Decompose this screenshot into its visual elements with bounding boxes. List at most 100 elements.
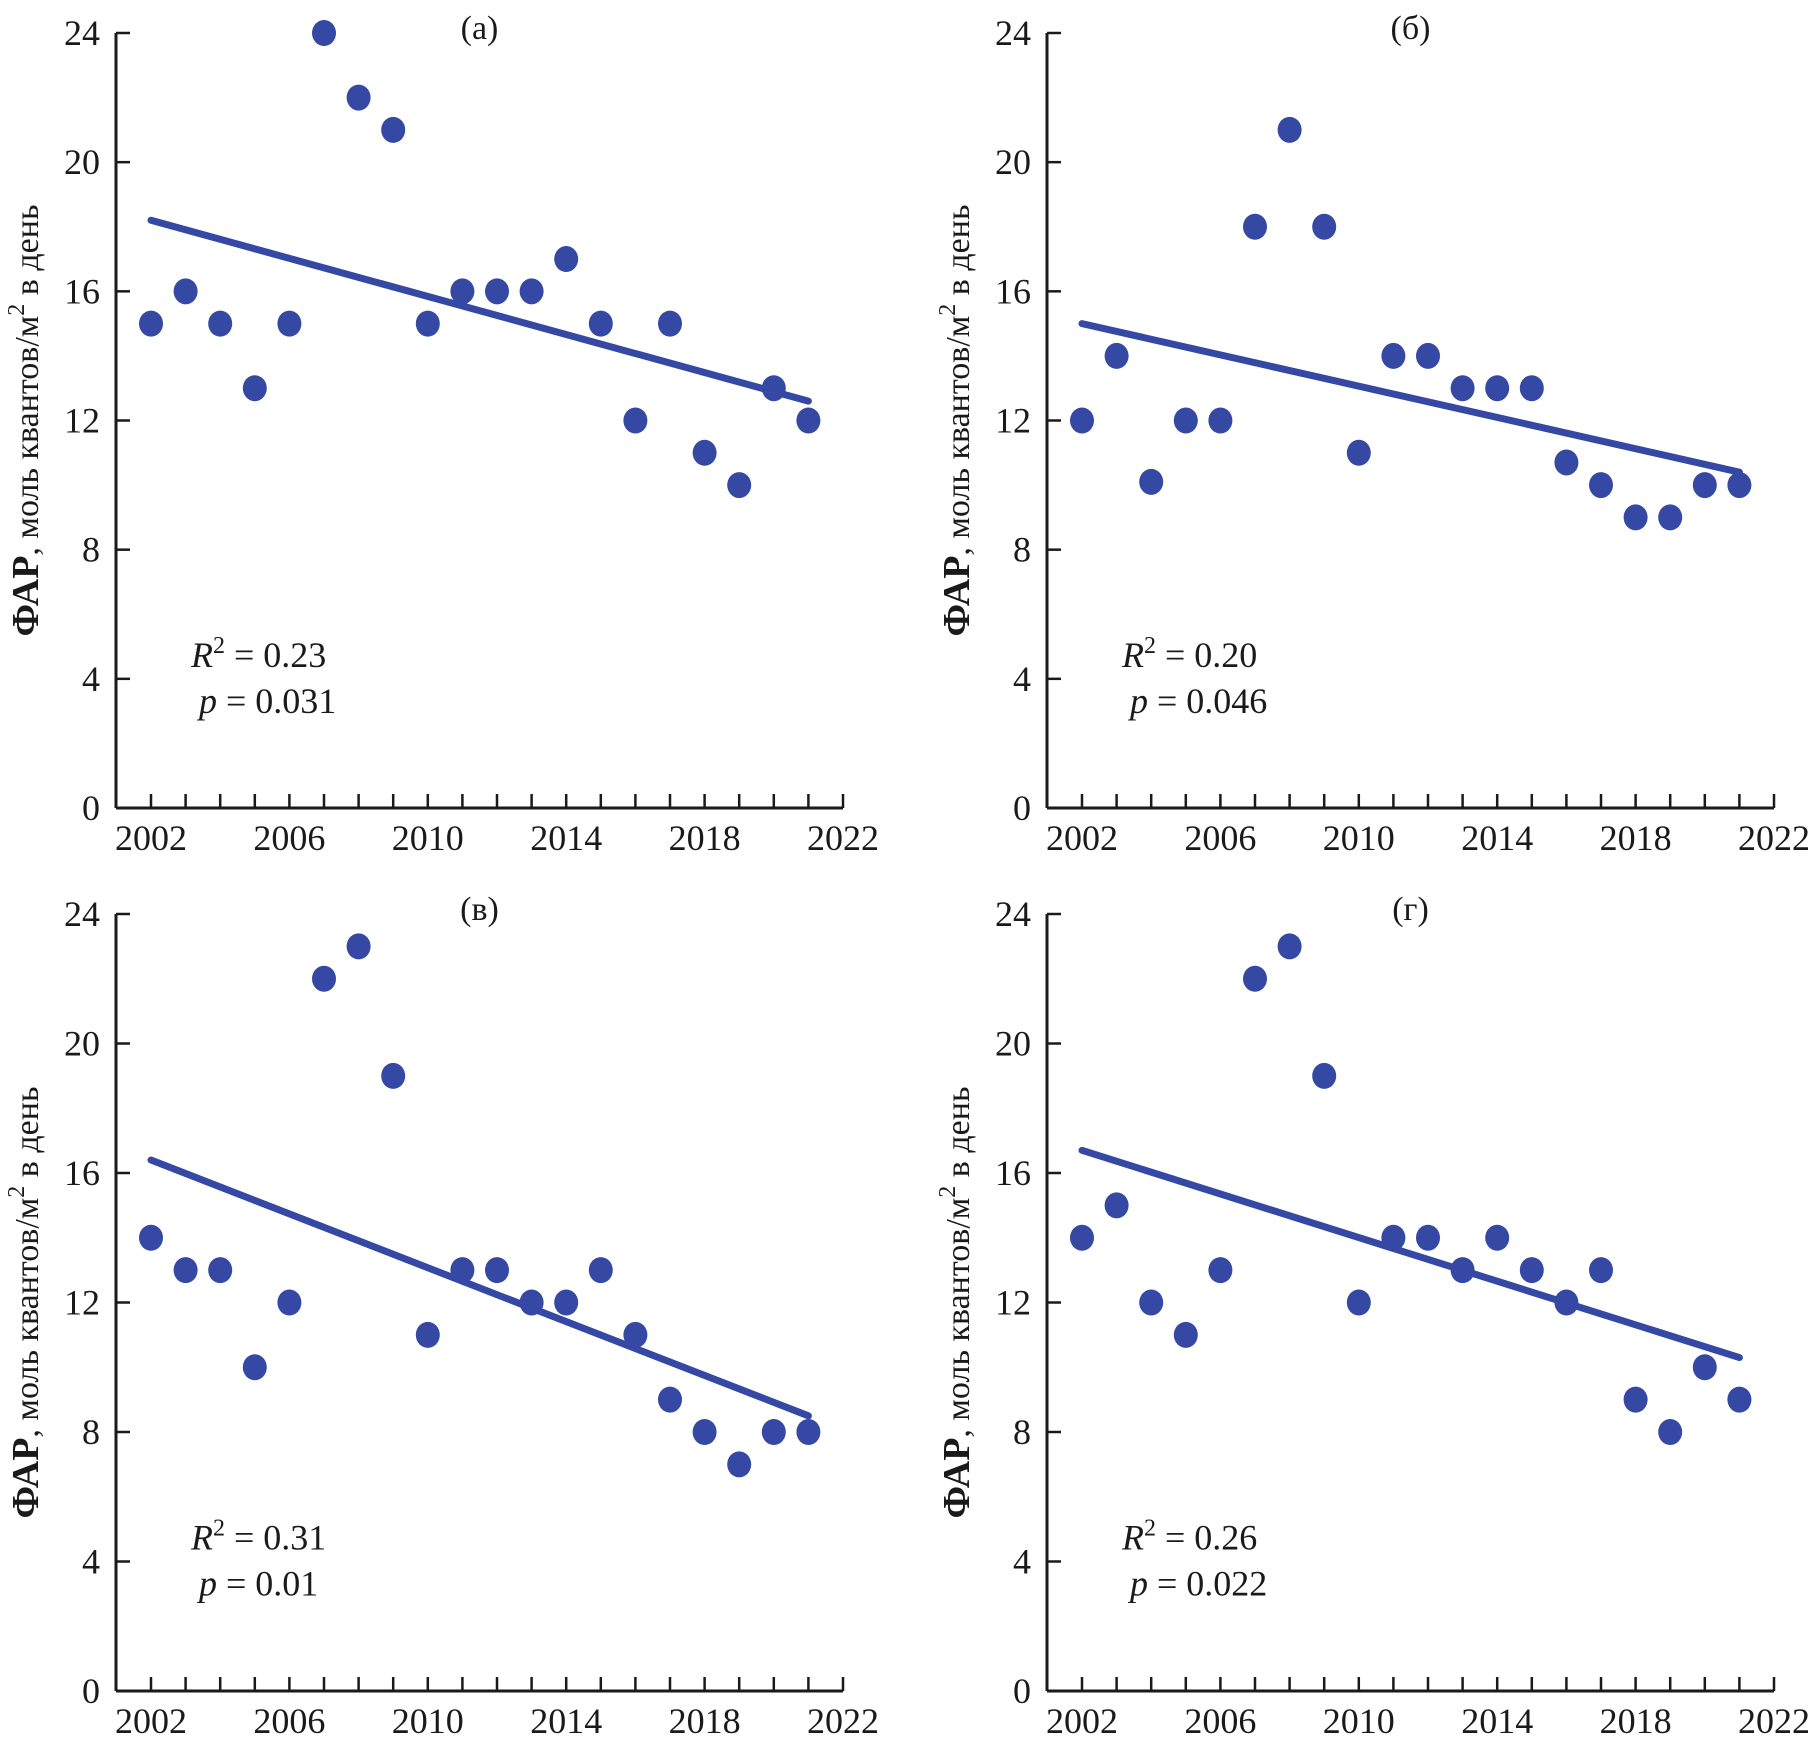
data-point bbox=[658, 310, 682, 337]
data-point bbox=[623, 1321, 648, 1348]
data-point bbox=[381, 1062, 406, 1089]
y-axis-label-bold: ФАР bbox=[936, 556, 978, 637]
x-tick-label: 2022 bbox=[807, 818, 879, 858]
data-point bbox=[1450, 1257, 1475, 1284]
p-symbol: p bbox=[196, 1564, 217, 1604]
y-tick-label: 0 bbox=[1013, 1671, 1031, 1711]
y-tick-label: 0 bbox=[1013, 788, 1031, 828]
y-tick-label: 4 bbox=[82, 659, 100, 699]
r-sup: 2 bbox=[1144, 633, 1156, 659]
data-point bbox=[1208, 407, 1233, 434]
y-tick-label: 24 bbox=[64, 13, 100, 53]
x-tick-label: 2018 bbox=[669, 1701, 741, 1741]
data-point bbox=[554, 1289, 579, 1316]
y-axis-label-tail: в день bbox=[940, 205, 977, 304]
x-tick-label: 2018 bbox=[1600, 818, 1672, 858]
r-squared-value: = 0.26 bbox=[1156, 1518, 1257, 1558]
data-point bbox=[727, 472, 752, 499]
r-squared-value: = 0.23 bbox=[225, 635, 326, 675]
y-tick-label: 8 bbox=[82, 1412, 100, 1452]
y-axis-label-units: , моль квантов/м bbox=[9, 1198, 46, 1438]
data-point bbox=[208, 1257, 233, 1284]
x-tick-label: 2006 bbox=[1184, 1701, 1256, 1741]
y-axis-label-bold: ФАР bbox=[5, 556, 47, 637]
y-tick-label: 20 bbox=[995, 142, 1031, 182]
data-point bbox=[519, 1289, 544, 1316]
y-tick-label: 24 bbox=[995, 894, 1031, 934]
y-tick-label: 4 bbox=[1013, 1542, 1031, 1582]
y-axis-label-bold: ФАР bbox=[936, 1438, 978, 1519]
y-tick-label: 24 bbox=[64, 894, 100, 934]
data-point bbox=[1658, 504, 1683, 531]
y-tick-label: 12 bbox=[64, 401, 100, 441]
x-tick-label: 2022 bbox=[1738, 1701, 1810, 1741]
y-tick-label: 0 bbox=[82, 788, 100, 828]
r-sup: 2 bbox=[213, 1516, 225, 1542]
data-point bbox=[1692, 1354, 1717, 1381]
y-tick-label: 16 bbox=[64, 1153, 100, 1193]
data-point bbox=[1416, 1224, 1440, 1251]
y-axis-label-bold: ФАР bbox=[5, 1438, 47, 1519]
data-point bbox=[312, 20, 336, 46]
x-tick-label: 2010 bbox=[1323, 1701, 1395, 1741]
r-squared-label: R2 = 0.23 bbox=[190, 633, 326, 675]
data-point bbox=[1070, 407, 1094, 434]
y-axis-label-tail: в день bbox=[940, 1087, 977, 1186]
x-tick-label: 2010 bbox=[392, 818, 464, 858]
trend-line bbox=[147, 1156, 812, 1420]
y-axis-label-tail: в день bbox=[9, 205, 46, 304]
data-point bbox=[519, 278, 544, 305]
data-point bbox=[346, 84, 371, 111]
data-point bbox=[727, 1451, 752, 1478]
p-value: = 0.046 bbox=[1148, 681, 1267, 721]
p-value-label: p = 0.046 bbox=[1127, 681, 1267, 721]
data-point bbox=[588, 1257, 613, 1284]
data-point bbox=[208, 310, 233, 337]
y-axis-label: ФАР, моль квантов/м2 в день bbox=[935, 1087, 978, 1519]
y-axis-label: ФАР, моль квантов/м2 в день bbox=[4, 1087, 47, 1519]
data-point bbox=[1589, 1257, 1613, 1284]
data-point bbox=[1519, 375, 1544, 402]
x-tick-label: 2018 bbox=[669, 818, 741, 858]
y-tick-label: 8 bbox=[1013, 530, 1031, 570]
p-value: = 0.031 bbox=[217, 681, 336, 721]
x-tick-label: 2010 bbox=[1323, 818, 1395, 858]
r-squared-label: R2 = 0.26 bbox=[1121, 1516, 1257, 1558]
x-tick-label: 2002 bbox=[115, 818, 187, 858]
r-squared-label: R2 = 0.31 bbox=[190, 1516, 326, 1558]
y-tick-label: 16 bbox=[64, 271, 100, 311]
data-point bbox=[1173, 407, 1198, 434]
data-point bbox=[1416, 342, 1440, 369]
p-symbol: p bbox=[1127, 1564, 1148, 1604]
data-point bbox=[485, 278, 509, 305]
data-point bbox=[277, 310, 302, 337]
y-tick-label: 0 bbox=[82, 1671, 100, 1711]
data-point bbox=[1277, 933, 1302, 960]
y-tick-label: 4 bbox=[1013, 659, 1031, 699]
p-value: = 0.01 bbox=[217, 1564, 318, 1604]
data-point bbox=[450, 1257, 475, 1284]
data-point bbox=[346, 933, 371, 960]
data-point bbox=[1277, 116, 1302, 143]
data-point bbox=[242, 1354, 267, 1381]
y-tick-label: 24 bbox=[995, 13, 1031, 53]
panel-4: 0 4 8 12 16 20 24 2002 2006 2010 2014 2018 2022 (г) ФА… bbox=[935, 891, 1810, 1741]
data-point bbox=[139, 1224, 163, 1251]
y-tick-label: 4 bbox=[82, 1542, 100, 1582]
trend-line bbox=[1078, 1146, 1743, 1362]
data-point bbox=[381, 116, 406, 143]
data-point bbox=[1173, 1321, 1198, 1348]
data-point bbox=[1139, 1289, 1164, 1316]
data-point bbox=[658, 1386, 682, 1413]
y-axis-label-tail: в день bbox=[9, 1087, 46, 1186]
x-tick-label: 2014 bbox=[1461, 818, 1533, 858]
x-tick-label: 2002 bbox=[1046, 1701, 1118, 1741]
data-point bbox=[1727, 1386, 1752, 1413]
r-symbol: R bbox=[190, 635, 213, 675]
data-point bbox=[1554, 449, 1579, 476]
trend-line bbox=[147, 216, 812, 405]
data-point bbox=[1243, 213, 1267, 240]
data-point bbox=[1554, 1289, 1579, 1316]
x-tick-label: 2002 bbox=[1046, 818, 1118, 858]
data-point bbox=[1381, 342, 1406, 369]
